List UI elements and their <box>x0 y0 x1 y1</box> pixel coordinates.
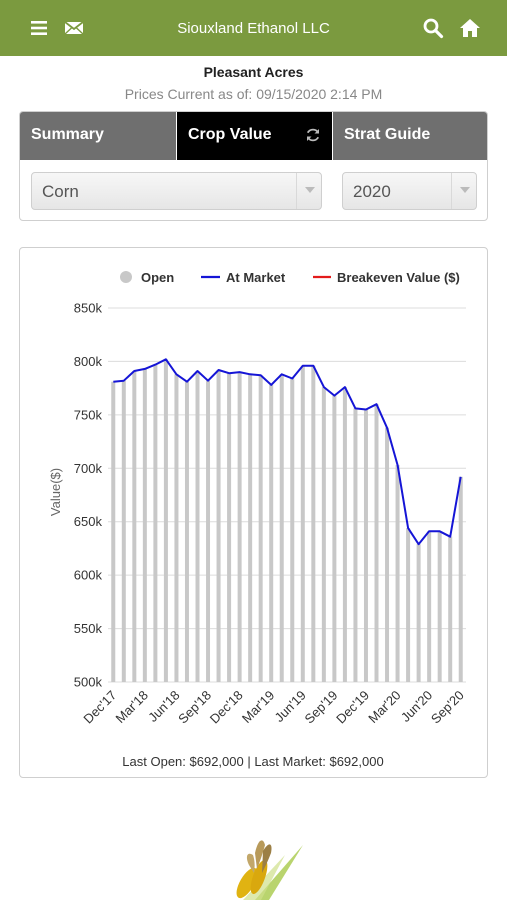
open-bar <box>184 381 189 682</box>
tab-crop-value-label: Crop Value <box>188 126 272 143</box>
open-bar <box>132 371 137 682</box>
mail-icon[interactable] <box>62 16 86 40</box>
open-bar <box>321 387 326 682</box>
legend-at-market-label: At Market <box>226 270 286 285</box>
year-select[interactable]: 2020 <box>342 172 477 210</box>
open-bar <box>416 544 421 682</box>
tab-crop-value[interactable]: Crop Value <box>177 112 332 160</box>
open-bar <box>279 374 284 682</box>
open-bar <box>300 365 305 682</box>
open-bar <box>406 528 411 682</box>
open-bar <box>121 380 126 682</box>
x-tick-label: Mar'18 <box>113 688 151 726</box>
crop-select-value: Corn <box>42 182 79 201</box>
x-axis-ticks: Dec'17Mar'18Jun'18Sep'18Dec'18Mar'19Jun'… <box>80 688 466 727</box>
legend-open-label: Open <box>141 270 174 285</box>
at-market-series-line <box>113 358 462 546</box>
open-bar <box>227 373 232 682</box>
x-tick-label: Mar'19 <box>239 688 277 726</box>
y-axis-label: Value($) <box>48 468 63 516</box>
year-select-value: 2020 <box>353 182 391 201</box>
x-tick-label: Dec'19 <box>333 688 372 727</box>
y-tick-label: 600k <box>74 568 103 583</box>
corn-logo <box>236 840 303 900</box>
open-bar <box>363 409 368 682</box>
year-select-caret-icon <box>451 173 476 209</box>
x-tick-label: Sep'18 <box>175 688 214 727</box>
x-tick-label: Jun'19 <box>272 688 309 725</box>
search-icon[interactable] <box>421 16 445 40</box>
crop-select[interactable]: Corn <box>31 172 322 210</box>
x-tick-label: Mar'20 <box>365 688 403 726</box>
x-tick-label: Jun'18 <box>145 688 182 725</box>
refresh-icon[interactable] <box>304 126 322 144</box>
prices-current-text: Prices Current as of: 09/15/2020 2:14 PM <box>124 86 383 102</box>
x-tick-label: Sep'19 <box>302 688 341 727</box>
x-tick-label: Dec'17 <box>80 688 119 727</box>
open-bar <box>142 368 147 682</box>
x-tick-label: Jun'20 <box>398 688 435 725</box>
open-bar <box>163 359 168 682</box>
tab-bar: Summary Crop Value Strat Guide <box>20 112 487 160</box>
open-bar <box>153 364 158 682</box>
open-bar <box>111 381 116 682</box>
open-bar <box>174 374 179 682</box>
legend-open-marker[interactable] <box>120 271 132 283</box>
open-bar <box>395 465 400 682</box>
open-bar <box>216 369 221 682</box>
view-selector-panel: Summary Crop Value Strat Guide Corn 2020 <box>19 111 488 221</box>
crop-select-caret-icon <box>296 173 321 209</box>
open-bar <box>437 531 442 682</box>
crop-value-chart: Open At Market Breakeven Value ($) Value… <box>48 270 467 769</box>
open-bar <box>311 365 316 682</box>
open-bar <box>374 404 379 682</box>
open-bar <box>427 531 432 682</box>
home-icon[interactable] <box>458 16 482 40</box>
chart-legend: Open At Market Breakeven Value ($) <box>120 270 460 285</box>
x-tick-label: Sep'20 <box>428 688 467 727</box>
open-bar <box>353 408 358 682</box>
open-bars <box>111 359 463 682</box>
app-title: Siouxland Ethanol LLC <box>177 20 330 37</box>
y-tick-label: 550k <box>74 621 103 636</box>
legend-breakeven-label: Breakeven Value ($) <box>337 270 460 285</box>
open-bar <box>385 427 390 682</box>
menu-icon[interactable] <box>27 16 51 40</box>
y-tick-label: 800k <box>74 354 103 369</box>
open-bar <box>195 371 200 682</box>
open-bar <box>269 384 274 682</box>
farm-name: Pleasant Acres <box>203 64 304 80</box>
y-tick-label: 650k <box>74 514 103 529</box>
y-axis-ticks: 500k 550k 600k 650k 700k 750k 800k 850k <box>74 301 103 690</box>
chart-gridlines <box>108 307 466 683</box>
at-market-line <box>113 358 462 546</box>
crop-value-chart-panel: Open At Market Breakeven Value ($) Value… <box>19 247 488 778</box>
open-bar <box>237 372 242 682</box>
open-bar <box>458 476 463 682</box>
y-tick-label: 500k <box>74 675 103 690</box>
open-bar <box>206 380 211 682</box>
open-bar <box>332 395 337 682</box>
tab-strat-guide-label: Strat Guide <box>344 126 431 143</box>
open-bar <box>258 375 263 682</box>
open-bar <box>342 387 347 682</box>
y-tick-label: 850k <box>74 301 103 316</box>
tab-summary[interactable]: Summary <box>20 112 177 160</box>
tab-summary-label: Summary <box>31 126 104 143</box>
open-bar <box>248 374 253 682</box>
x-tick-label: Dec'18 <box>207 688 246 727</box>
chart-footer-summary: Last Open: $692,000 | Last Market: $692,… <box>122 754 383 769</box>
open-bar <box>290 378 295 682</box>
y-tick-label: 750k <box>74 407 103 422</box>
open-bar <box>448 536 453 682</box>
top-app-bar: Siouxland Ethanol LLC <box>0 0 507 56</box>
y-tick-label: 700k <box>74 461 103 476</box>
tab-strat-guide[interactable]: Strat Guide <box>332 112 487 160</box>
